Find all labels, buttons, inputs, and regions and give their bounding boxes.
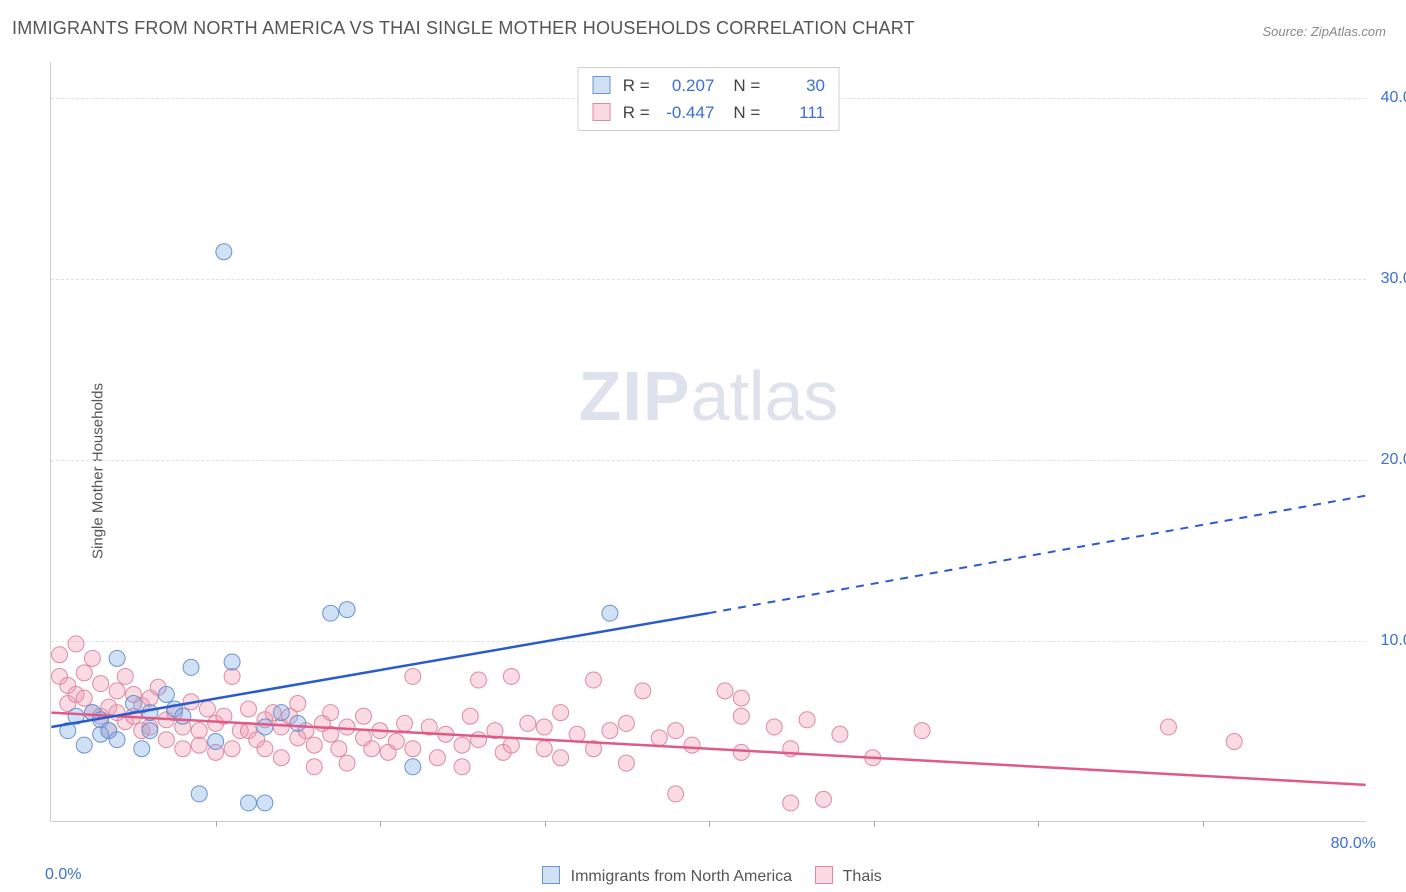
trend-lines-layer [51, 62, 1366, 821]
y-tick-label: 20.0% [1381, 451, 1406, 469]
source-credit: Source: ZipAtlas.com [1262, 24, 1386, 39]
r-label-b: R = [623, 103, 650, 122]
legend-label-b: Thais [843, 868, 882, 885]
n-label-b: N = [733, 103, 760, 122]
plot-area: ZIPatlas R = 0.207 N = 30 R = -0.447 N =… [50, 62, 1366, 822]
chart-title: IMMIGRANTS FROM NORTH AMERICA VS THAI SI… [12, 18, 915, 39]
x-tick [545, 821, 546, 827]
r-value-a: 0.207 [654, 72, 714, 99]
x-tick [874, 821, 875, 827]
source-prefix: Source: [1262, 24, 1310, 39]
bottom-legend: Immigrants from North America Thais [0, 866, 1406, 886]
y-tick-label: 30.0% [1381, 270, 1406, 288]
n-value-a: 30 [765, 72, 825, 99]
r-label-a: R = [623, 76, 650, 95]
x-tick [1038, 821, 1039, 827]
swatch-b-icon [592, 103, 610, 121]
stats-legend: R = 0.207 N = 30 R = -0.447 N = 111 [577, 67, 840, 131]
x-axis-end-label: 80.0% [1331, 835, 1376, 853]
y-tick-label: 10.0% [1381, 632, 1406, 650]
n-label-a: N = [733, 76, 760, 95]
chart-container: Single Mother Households ZIPatlas R = 0.… [0, 50, 1406, 892]
trend-a-solid [51, 613, 708, 727]
r-value-b: -0.447 [654, 99, 714, 126]
x-tick [380, 821, 381, 827]
bottom-swatch-a-icon [542, 866, 560, 884]
source-name: ZipAtlas.com [1311, 24, 1386, 39]
x-tick [709, 821, 710, 827]
x-tick [216, 821, 217, 827]
stats-row-b: R = -0.447 N = 111 [592, 99, 825, 126]
n-value-b: 111 [765, 99, 825, 126]
x-tick [1203, 821, 1204, 827]
y-tick-label: 40.0% [1381, 89, 1406, 107]
stats-row-a: R = 0.207 N = 30 [592, 72, 825, 99]
swatch-a-icon [592, 76, 610, 94]
legend-label-a: Immigrants from North America [571, 868, 792, 885]
trend-b-solid [51, 713, 1365, 785]
bottom-swatch-b-icon [815, 866, 833, 884]
trend-a-dashed [709, 496, 1366, 613]
